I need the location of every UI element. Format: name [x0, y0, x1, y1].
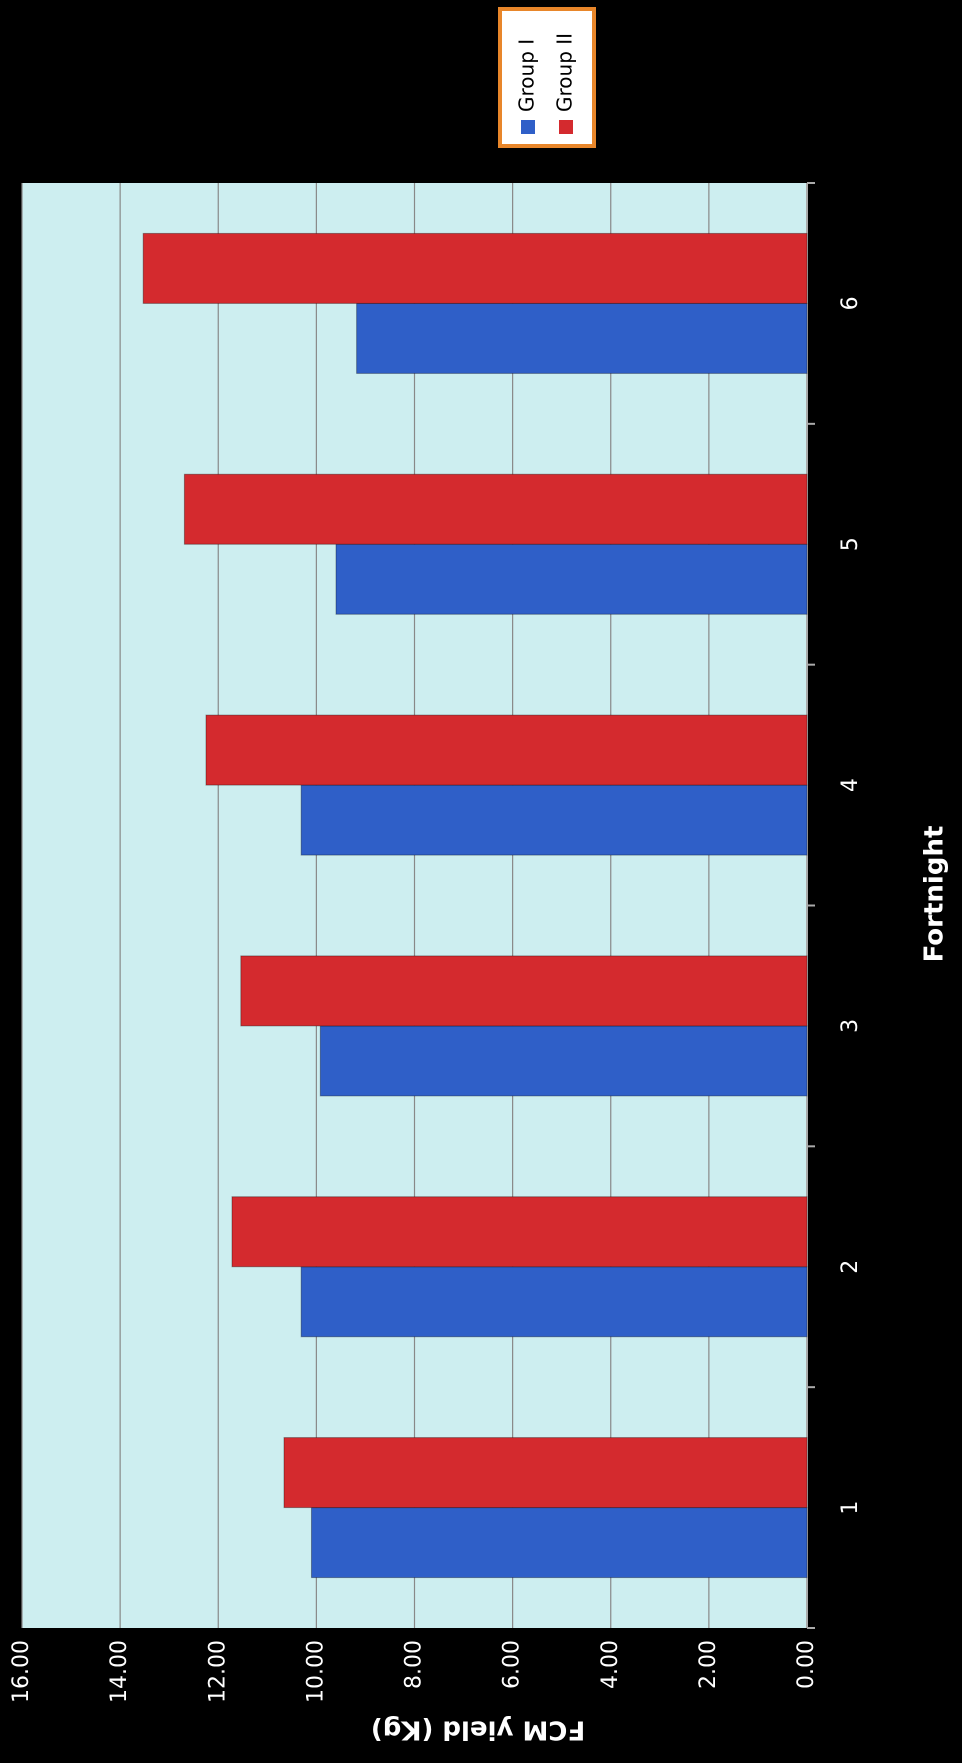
x-tick-label: 5: [838, 537, 863, 551]
legend-label: Group I: [515, 39, 539, 112]
bar: [240, 955, 808, 1027]
bar: [283, 1437, 808, 1509]
y-axis-title: FCM yield (Kg): [371, 1715, 585, 1745]
x-tick-label: 1: [838, 1501, 863, 1515]
y-tick-label: 8.00: [402, 1640, 427, 1689]
legend-label: Group II: [553, 33, 577, 112]
bar: [142, 232, 808, 304]
bar: [205, 714, 808, 786]
x-tick-label: 6: [838, 296, 863, 310]
bar: [356, 302, 808, 374]
bar: [183, 473, 808, 545]
bar: [310, 1507, 808, 1579]
y-tick-label: 14.00: [107, 1640, 132, 1703]
bar: [300, 784, 808, 856]
legend-swatch: [521, 120, 535, 134]
y-tick-label: 12.00: [205, 1640, 230, 1703]
bar: [300, 1266, 808, 1338]
y-tick-label: 16.00: [9, 1640, 34, 1703]
rotated-chart: 0.00 2.00 4.00 6.00 8.00 10.00 12.00 14.00 16.00…: [9, 7, 950, 1745]
y-tick-label: 0.00: [794, 1640, 819, 1689]
y-tick-label: 6.00: [500, 1640, 525, 1689]
x-tick-label: 2: [838, 1260, 863, 1274]
legend-box: [498, 7, 596, 148]
bar: [335, 543, 808, 615]
y-tick-label: 4.00: [598, 1640, 623, 1689]
x-tick-label: 4: [838, 778, 863, 792]
bar: [319, 1025, 808, 1097]
y-tick-label: 2.00: [696, 1640, 721, 1689]
bar: [231, 1196, 808, 1268]
x-axis-title: Fortnight: [920, 826, 950, 963]
x-tick-label: 3: [838, 1019, 863, 1033]
legend-swatch: [559, 120, 573, 134]
y-tick-label: 10.00: [303, 1640, 328, 1703]
